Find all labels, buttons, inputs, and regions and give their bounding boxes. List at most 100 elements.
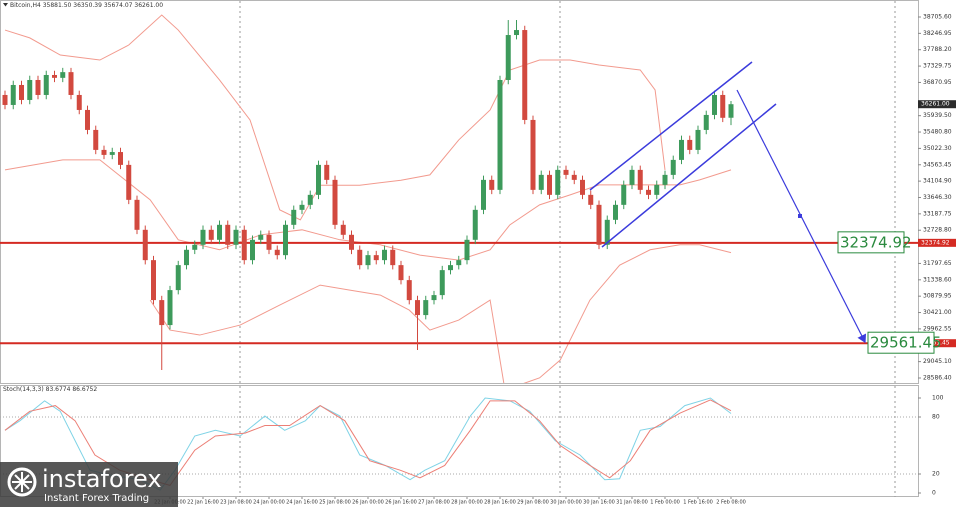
candle-body — [530, 119, 536, 190]
level-annotation-box — [837, 231, 905, 254]
level-annotation: 32374.92 — [840, 233, 912, 251]
y-tick-label: 30879.95 — [923, 293, 952, 300]
candle-body — [679, 139, 684, 160]
candle-body — [118, 152, 123, 165]
y-tick-label: 37329.75 — [923, 63, 952, 70]
candle-body — [728, 104, 734, 118]
candle-body — [703, 114, 709, 130]
candle-body — [208, 229, 214, 240]
candle-body — [340, 224, 346, 235]
y-tick-label: 29962.55 — [923, 325, 952, 332]
candle-body — [93, 129, 99, 150]
candle-body — [10, 84, 16, 105]
candle-body — [134, 199, 140, 230]
y-tick-label: 20 — [932, 471, 940, 478]
candle-body — [596, 204, 602, 245]
candle-body — [431, 295, 437, 301]
x-tick-label: 28 Jan 00:00 — [451, 500, 483, 506]
candle-body — [109, 152, 115, 155]
ohlc-low: 35674.07 — [104, 2, 133, 9]
candle-body — [151, 260, 156, 301]
candle-body — [19, 84, 24, 100]
candle-body — [365, 255, 371, 266]
x-tick-label: 25 Jan 08:00 — [319, 500, 351, 506]
candle-body — [76, 94, 82, 110]
candle-body — [266, 234, 272, 250]
level-annotation-box — [867, 331, 935, 354]
candle-body — [588, 194, 594, 205]
x-tick-label: 31 Jan 08:00 — [616, 500, 648, 506]
candle-body — [481, 179, 486, 210]
main-plot — [0, 14, 918, 383]
candle-body — [720, 94, 726, 118]
candle-body — [448, 265, 453, 271]
arrow-handle — [798, 214, 802, 218]
y-tick-label: 36870.95 — [923, 79, 952, 86]
candle-body — [159, 300, 165, 326]
ohlc-close: 36261.00 — [134, 2, 163, 9]
candle-body — [43, 74, 49, 95]
candle-body — [126, 164, 132, 200]
last-price-label: 36261.00 — [921, 101, 950, 108]
candle-body — [101, 149, 107, 155]
level-axis-label: 32374.92 — [921, 239, 950, 246]
ohlc-open: 35881.50 — [43, 2, 72, 9]
watermark-bg — [0, 462, 178, 507]
candle-body — [217, 224, 222, 240]
candle-body — [538, 174, 544, 190]
y-tick-label: 38705.60 — [923, 13, 952, 20]
candle-body — [283, 224, 288, 256]
candle-body — [563, 169, 569, 175]
candle-body — [621, 184, 627, 205]
x-tick-label: 30 Jan 00:00 — [550, 500, 582, 506]
candle-body — [60, 72, 66, 78]
candle-body — [687, 139, 693, 150]
x-tick-label: 1 Feb 16:00 — [683, 500, 713, 506]
stoch-d-value: 86.6752 — [72, 386, 97, 393]
candle-body — [258, 234, 264, 240]
y-tick-label: 37788.20 — [923, 46, 952, 53]
y-tick-label: 34563.45 — [923, 161, 952, 168]
candle-body — [332, 179, 338, 225]
y-tick-label: 100 — [932, 395, 944, 402]
watermark: instaforex Instant Forex Trading — [0, 462, 178, 507]
candle-body — [580, 179, 585, 195]
candle-body — [299, 204, 305, 210]
candle-body — [316, 164, 321, 195]
candle-body — [68, 72, 74, 95]
level-axis-box — [918, 339, 956, 348]
y-tick-label: 0 — [932, 490, 936, 497]
candle-body — [497, 79, 503, 190]
y-tick-label: 38246.95 — [923, 30, 952, 37]
x-tick-label: 28 Jan 16:00 — [484, 500, 516, 506]
candle-body — [225, 224, 231, 245]
x-tick-label: 1 Feb 00:00 — [650, 500, 680, 506]
chart-header: Bitcoin,H4 35881.50 36350.39 35674.07 36… — [10, 2, 163, 9]
axes: 38705.60 38246.95 37788.20 37329.75 36870.95… — [154, 13, 956, 506]
x-tick-label: 30 Jan 16:00 — [583, 500, 615, 506]
candle-body — [613, 204, 618, 220]
candle-body — [505, 35, 511, 80]
candle-body — [373, 255, 379, 261]
y-tick-label: 29045.10 — [923, 358, 952, 365]
y-tick-label: 30421.00 — [923, 309, 952, 316]
y-tick-label: 33187.75 — [923, 210, 952, 217]
candle-body — [167, 290, 173, 326]
x-tick-label: 29 Jan 08:00 — [517, 500, 549, 506]
candle-body — [439, 270, 445, 296]
candle-body — [307, 194, 313, 205]
y-tick-label: 31338.60 — [923, 276, 952, 283]
candle-body — [142, 229, 148, 261]
main-pane — [0, 0, 919, 384]
candle-body — [250, 239, 255, 261]
candle-body — [456, 260, 462, 266]
candle-body — [398, 265, 404, 281]
x-tick-label: 26 Jan 00:00 — [352, 500, 384, 506]
candle-body — [522, 30, 528, 120]
candle-body — [192, 244, 198, 250]
level-axis-label: 29561.45 — [921, 340, 950, 347]
x-tick-label: 22 Jan 16:00 — [187, 500, 219, 506]
level-axis-box — [918, 238, 956, 247]
candle-body — [695, 129, 701, 150]
